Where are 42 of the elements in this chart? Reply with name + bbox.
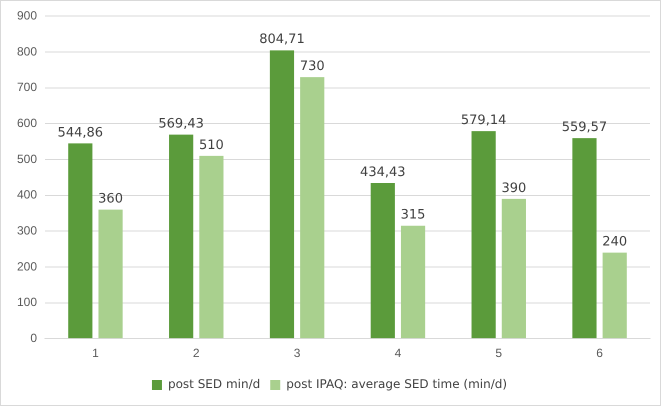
bar — [502, 198, 526, 338]
x-tick-label: 5 — [495, 346, 502, 360]
y-tick-label: 400 — [16, 188, 38, 202]
data-label: 544,86 — [58, 125, 104, 140]
data-label: 315 — [400, 208, 426, 223]
data-label: 804,71 — [259, 32, 305, 48]
bar — [602, 252, 627, 338]
legend-label: post SED min/d — [168, 377, 260, 392]
data-label: 390 — [501, 180, 526, 196]
bar — [400, 226, 426, 338]
bar — [98, 210, 123, 338]
x-tick-label: 3 — [294, 346, 301, 360]
bar — [472, 131, 496, 338]
bar — [300, 77, 324, 338]
bar — [270, 50, 294, 338]
bar — [68, 143, 92, 338]
y-tick-label: 200 — [16, 259, 38, 274]
data-label: 559,57 — [562, 120, 608, 136]
data-label: 569,43 — [158, 116, 204, 132]
x-tick-label: 6 — [596, 346, 604, 360]
y-tick-label: 900 — [16, 8, 38, 23]
y-tick-label: 500 — [16, 152, 38, 166]
legend-label: post IPAQ: average SED time (min/d) — [286, 377, 508, 392]
data-label: 579,14 — [460, 113, 506, 128]
bar — [169, 134, 194, 338]
bar — [199, 156, 224, 338]
data-label: 240 — [602, 234, 628, 250]
bar — [370, 182, 395, 338]
data-label: 360 — [98, 192, 123, 207]
y-tick-label: 100 — [16, 295, 38, 310]
y-tick-label: 600 — [16, 116, 38, 130]
data-label: 434,43 — [360, 164, 406, 180]
x-tick-label: 1 — [92, 346, 100, 360]
bar — [572, 138, 597, 338]
x-tick-label: 4 — [394, 346, 402, 360]
data-label: 730 — [300, 58, 325, 74]
data-label: 510 — [198, 138, 224, 153]
y-tick-label: 700 — [16, 80, 38, 94]
x-tick-label: 2 — [192, 346, 200, 360]
y-tick-label: 0 — [30, 330, 38, 345]
y-tick-label: 800 — [16, 44, 38, 58]
y-tick-label: 300 — [16, 223, 38, 238]
